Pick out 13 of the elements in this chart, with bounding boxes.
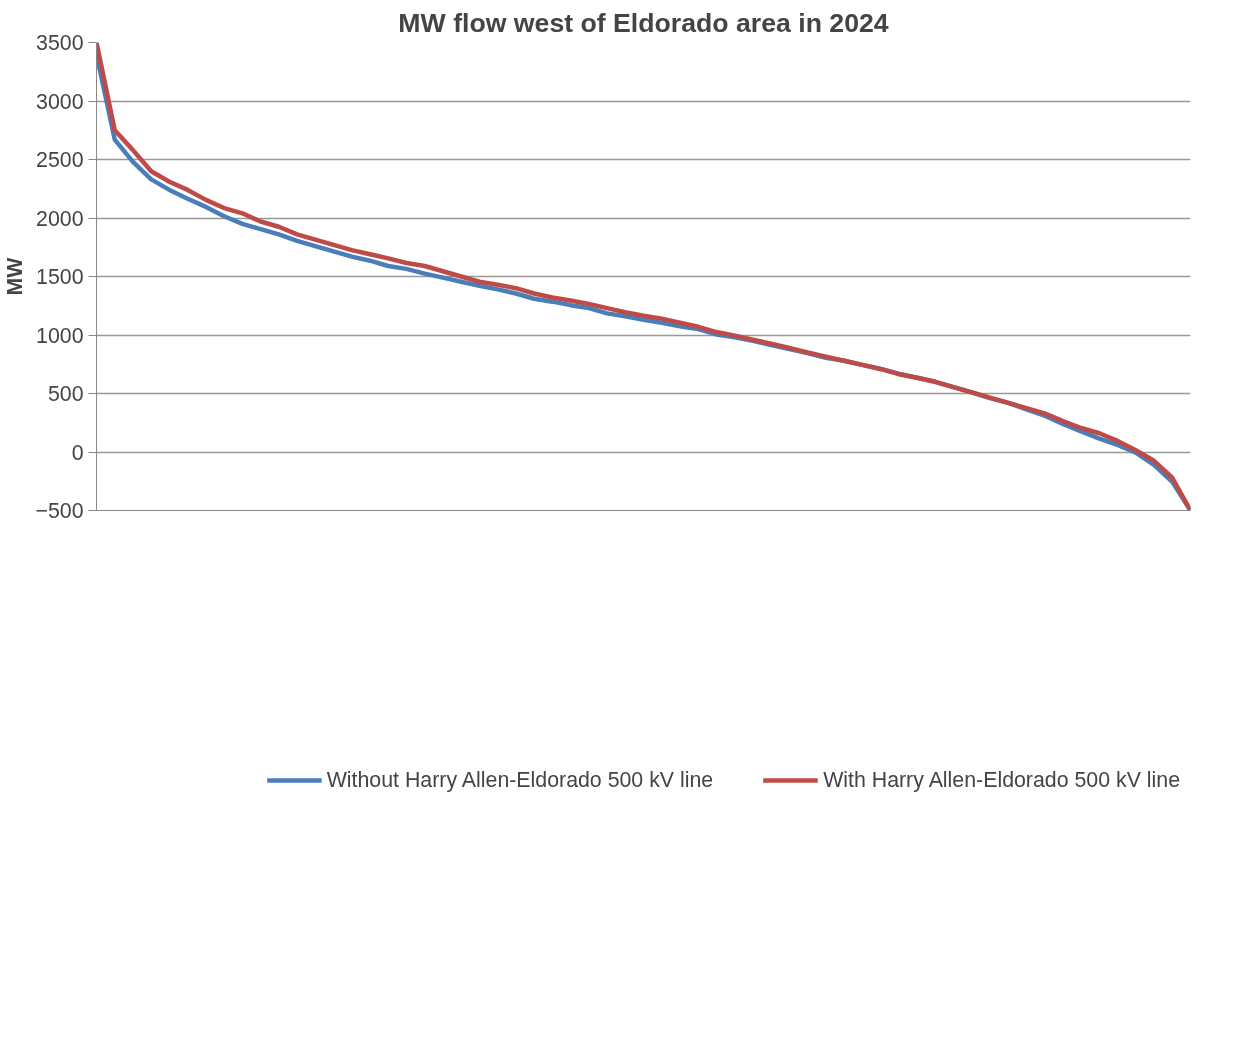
y-tick-label: −500 [35, 499, 84, 523]
legend-label: With Harry Allen-Eldorado 500 kV line [823, 767, 1180, 793]
chart-title: MW flow west of Eldorado area in 2024 [398, 7, 889, 38]
y-tick-label: 3000 [36, 89, 84, 114]
y-axis-title: MW [3, 256, 28, 296]
legend-label: Without Harry Allen-Eldorado 500 kV line [326, 767, 714, 793]
y-tick-label: 2000 [36, 206, 84, 231]
y-tick-label: 0 [71, 440, 84, 465]
y-tick-label: 1000 [36, 323, 84, 348]
y-tick-label: 2500 [36, 148, 84, 172]
y-tick-label: 500 [47, 382, 84, 406]
y-tick-label: 1500 [36, 265, 84, 289]
y-tick-label: 3500 [36, 31, 84, 55]
